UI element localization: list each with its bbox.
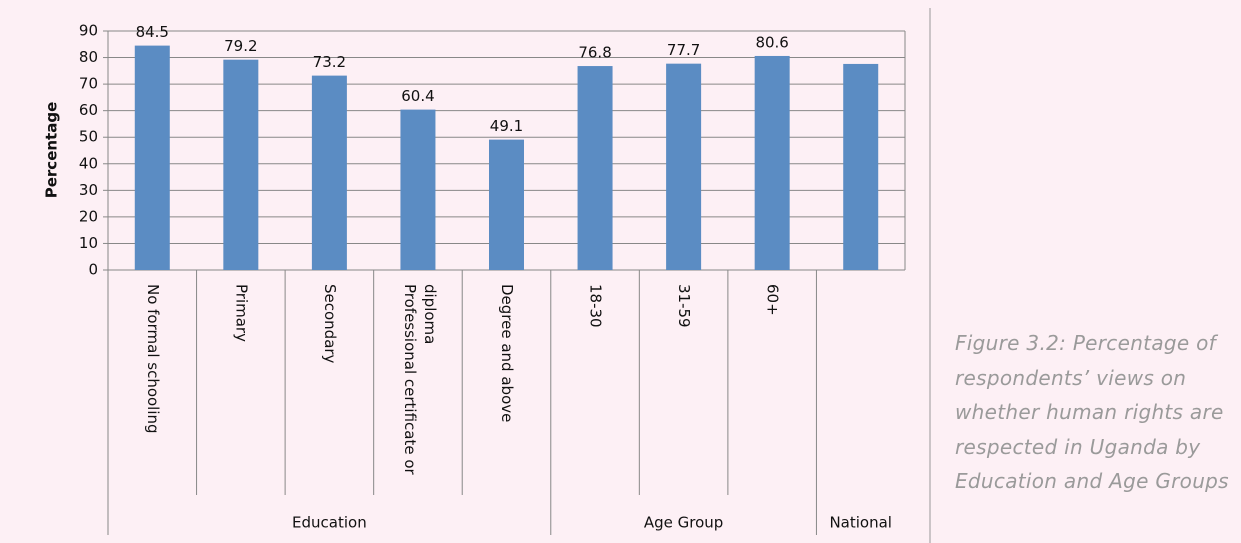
figure-caption: Figure 3.2: Percentage of respondents’ v… — [955, 331, 1229, 493]
bar — [134, 45, 170, 270]
value-label: 73.2 — [313, 53, 346, 71]
y-tick-label: 40 — [79, 154, 98, 172]
bar — [489, 139, 524, 270]
y-tick-label: 50 — [79, 128, 98, 146]
x-tick-label: No formal schooling — [144, 284, 162, 434]
bar — [666, 63, 702, 271]
chart: Percentage 0 10 20 30 40 50 60 70 80 90 Education A… — [43, 22, 906, 535]
y-tick-label: 80 — [79, 48, 98, 66]
y-tick-label: 20 — [79, 207, 98, 225]
bar — [577, 66, 613, 270]
value-label: 84.5 — [136, 23, 169, 41]
y-tick-label: 90 — [79, 22, 98, 40]
x-tick-label: Professional certificate or diploma — [401, 284, 439, 476]
x-tick-label-line: diploma — [421, 284, 439, 344]
group-label: National — [829, 514, 892, 532]
y-tick-label: 70 — [79, 75, 98, 93]
value-label: 60.4 — [401, 87, 434, 105]
x-tick-label: 18-30 — [587, 284, 605, 328]
x-tick-label: Degree and above — [498, 284, 516, 422]
y-tick-label: 10 — [79, 234, 98, 252]
bar — [311, 75, 347, 270]
value-label: 49.1 — [490, 117, 523, 135]
value-label: 76.8 — [578, 44, 611, 62]
y-tick-label: 0 — [88, 261, 98, 279]
y-tick-label: 30 — [79, 181, 98, 199]
bar — [843, 63, 879, 270]
x-tick-label-line: Professional certificate or — [401, 284, 419, 476]
x-tick-label: Secondary — [321, 284, 339, 364]
value-label: 77.7 — [667, 41, 700, 59]
group-label: Age Group — [644, 514, 723, 532]
group-label: Education — [292, 514, 367, 532]
x-tick-label: 31-59 — [675, 284, 693, 328]
bar — [223, 59, 259, 271]
y-axis-label: Percentage — [43, 102, 61, 199]
value-label: 80.6 — [755, 33, 788, 51]
bar — [754, 55, 790, 271]
y-tick-label: 60 — [79, 101, 98, 119]
bar — [400, 109, 436, 270]
x-tick-label: 60+ — [764, 284, 782, 316]
x-tick-label: Primary — [232, 284, 250, 342]
value-label: 79.2 — [224, 37, 257, 55]
